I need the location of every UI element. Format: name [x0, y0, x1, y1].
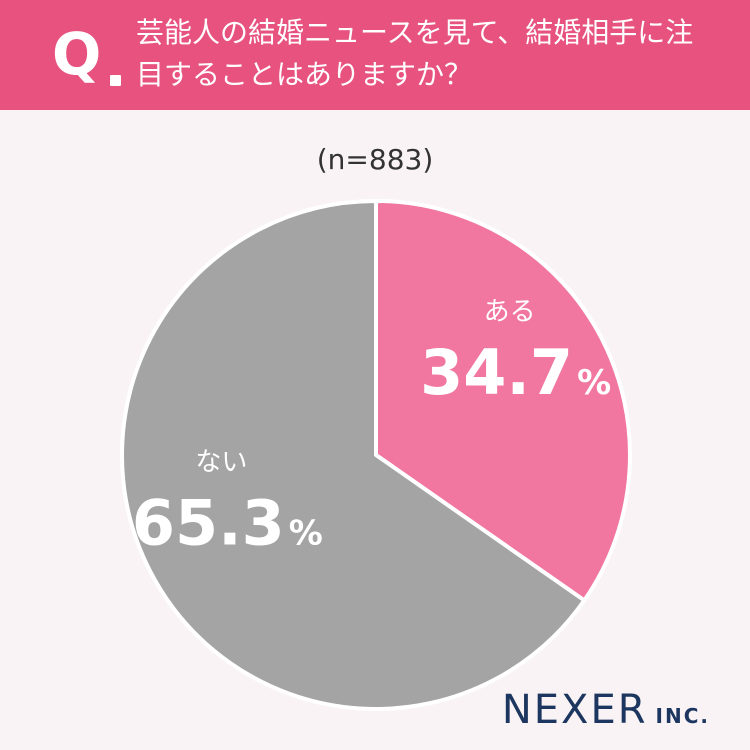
pie-slice-1 [120, 199, 587, 711]
logo-name: NEXER [501, 687, 648, 733]
sample-size: (n=883) [316, 143, 434, 176]
question-mark-dot [110, 75, 121, 86]
pie-slice-0 [374, 199, 632, 603]
question-text: 芸能人の結婚ニュースを見て、結婚相手に注目することはありますか？ [136, 16, 694, 91]
pie-slice-value-0: 34.7% [420, 336, 611, 409]
pie-slice-value-1: 65.3% [132, 487, 323, 560]
question-header: Q 芸能人の結婚ニュースを見て、結婚相手に注目することはありますか？ [0, 0, 750, 110]
pie-slice-label-1: ない [195, 448, 247, 478]
question-mark-label: Q [52, 20, 101, 88]
pie-slice-label-0: ある [484, 297, 536, 327]
company-logo: NEXER INC. [502, 686, 710, 740]
logo-suffix: INC. [655, 704, 710, 728]
